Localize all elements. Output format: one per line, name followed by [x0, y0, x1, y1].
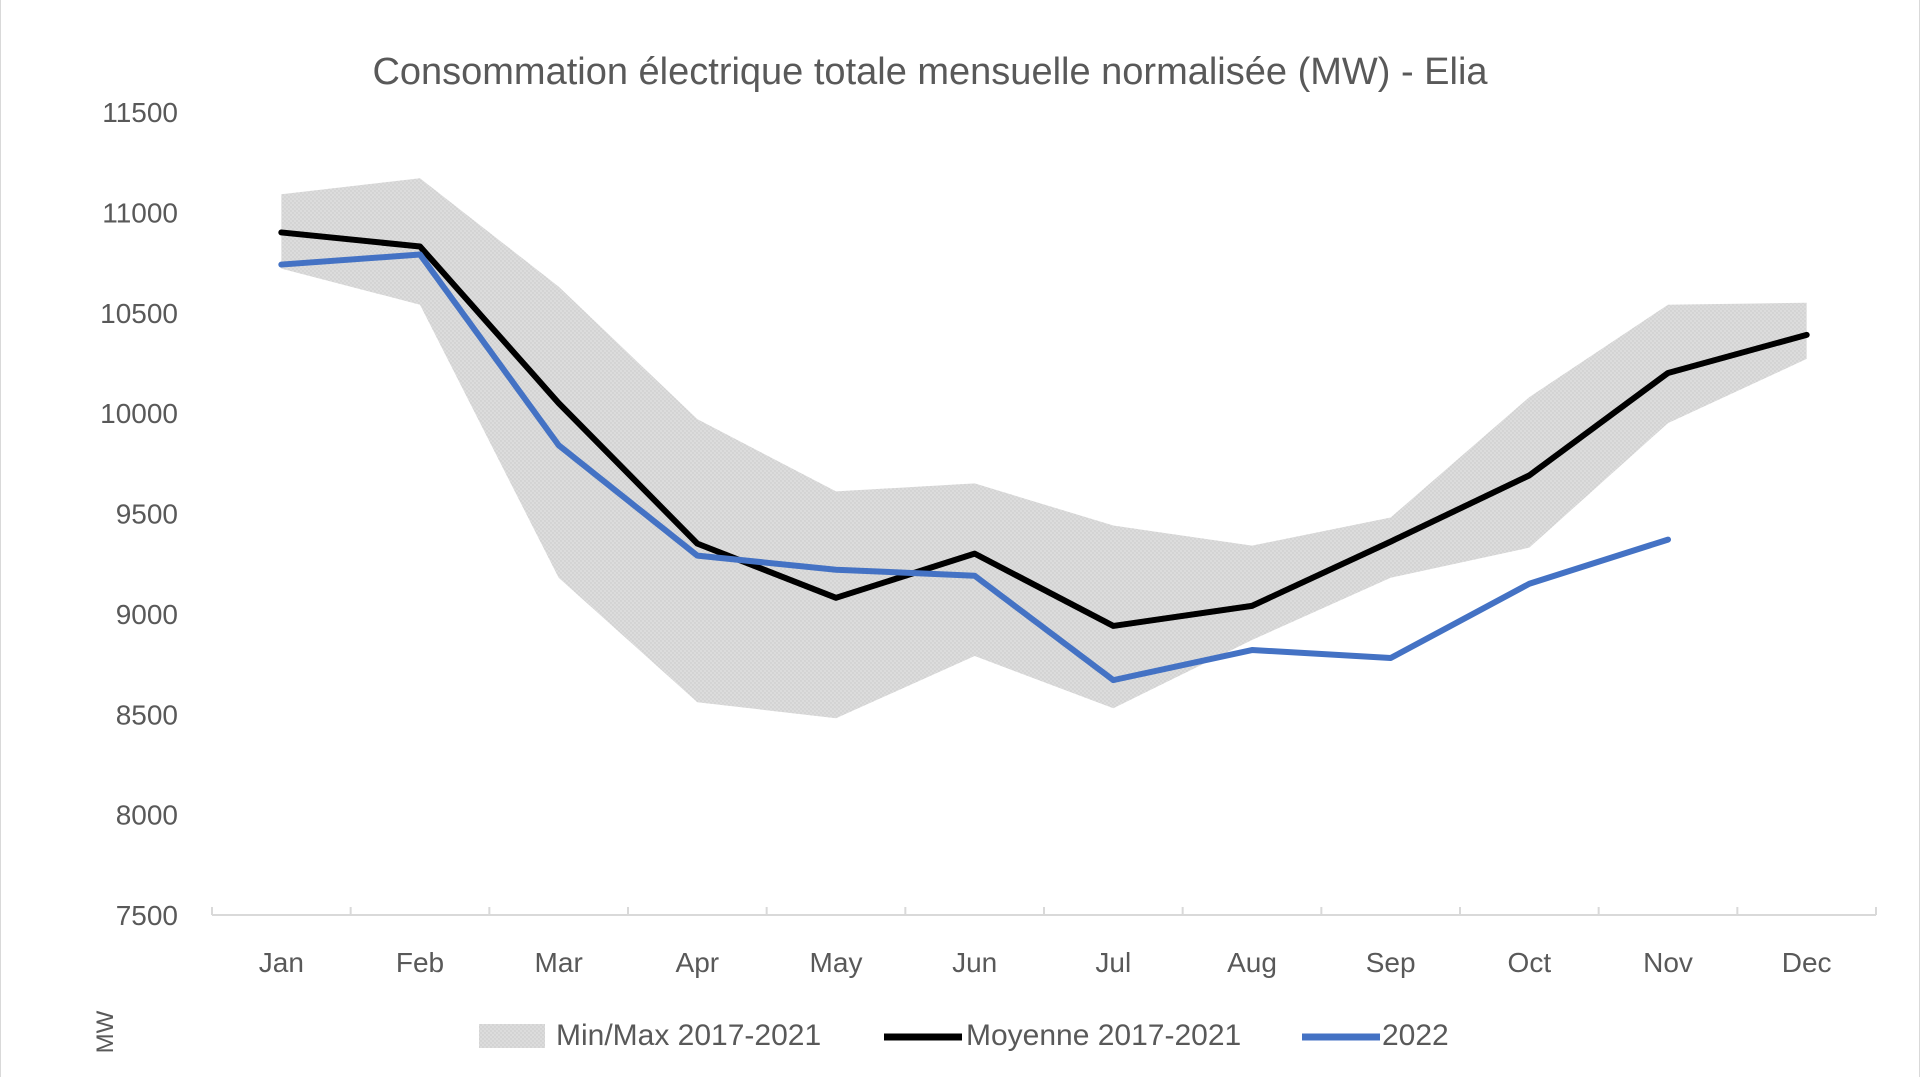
y-tick-label: 9500 [116, 499, 178, 530]
x-tick-label: Jan [259, 947, 304, 978]
legend-label-2022: 2022 [1382, 1019, 1449, 1052]
data-point-moyenne-2017-2021 [833, 595, 839, 601]
y-tick-label: 7500 [116, 900, 178, 931]
data-point-moyenne-2017-2021 [1110, 623, 1116, 629]
data-point-moyenne-2017-2021 [1249, 603, 1255, 609]
data-point-2022 [1249, 647, 1255, 653]
y-tick-label: 10000 [100, 398, 178, 429]
x-tick-label: May [810, 947, 863, 978]
y-tick-label: 9000 [116, 599, 178, 630]
data-point-moyenne-2017-2021 [1665, 370, 1671, 376]
min-max-band-layer [281, 178, 1807, 719]
data-point-2022 [1526, 581, 1532, 587]
series-layer [278, 229, 1810, 684]
data-point-moyenne-2017-2021 [1388, 539, 1394, 545]
y-tick-label: 11000 [102, 197, 178, 228]
y-tick-label: 8500 [116, 699, 178, 730]
chart-title: Consommation électrique totale mensuelle… [372, 51, 1488, 93]
x-tick-label: Jul [1095, 947, 1131, 978]
data-point-2022 [1110, 677, 1116, 683]
x-axis-tick-labels: Jan Feb Mar Apr May Jun Jul Aug Sep Oct Nov Dec [259, 947, 1832, 978]
x-tick-label: Jun [952, 947, 997, 978]
y-tick-label: 10500 [100, 298, 178, 329]
y-axis-title: MW [92, 1010, 119, 1053]
data-point-moyenne-2017-2021 [694, 541, 700, 547]
series-line-moyenne-2017-2021 [278, 229, 1810, 629]
legend: Min/Max 2017-2021 Moyenne 2017-2021 2022 [479, 1019, 1449, 1052]
data-point-2022 [1388, 655, 1394, 661]
data-point-2022 [972, 573, 978, 579]
x-axis [211, 907, 1877, 916]
x-tick-label: Mar [535, 947, 583, 978]
legend-label-band: Min/Max 2017-2021 [556, 1019, 821, 1052]
x-tick-label: Dec [1782, 947, 1832, 978]
y-tick-label: 8000 [116, 800, 178, 831]
data-point-moyenne-2017-2021 [1526, 472, 1532, 478]
y-axis-ticks: 11500 11000 10500 10000 9500 9000 8500 8000 7500 [100, 97, 178, 931]
data-point-2022 [833, 567, 839, 573]
data-point-2022 [694, 553, 700, 559]
min-max-band [281, 178, 1807, 719]
x-tick-label: Apr [676, 947, 720, 978]
data-point-2022 [1665, 537, 1671, 543]
x-tick-label: Sep [1366, 947, 1416, 978]
data-point-moyenne-2017-2021 [972, 551, 978, 557]
y-tick-label: 11500 [102, 97, 178, 128]
data-point-2022 [278, 262, 284, 268]
data-point-moyenne-2017-2021 [278, 229, 284, 235]
legend-swatch-band [479, 1024, 545, 1048]
data-point-moyenne-2017-2021 [1804, 332, 1810, 338]
x-tick-label: Nov [1643, 947, 1693, 978]
data-point-2022 [417, 252, 423, 258]
legend-label-moyenne: Moyenne 2017-2021 [966, 1019, 1241, 1052]
data-point-2022 [556, 442, 562, 448]
x-tick-label: Aug [1227, 947, 1277, 978]
data-point-moyenne-2017-2021 [417, 244, 423, 250]
x-tick-label: Feb [396, 947, 444, 978]
x-tick-label: Oct [1508, 947, 1552, 978]
data-point-moyenne-2017-2021 [556, 400, 562, 406]
